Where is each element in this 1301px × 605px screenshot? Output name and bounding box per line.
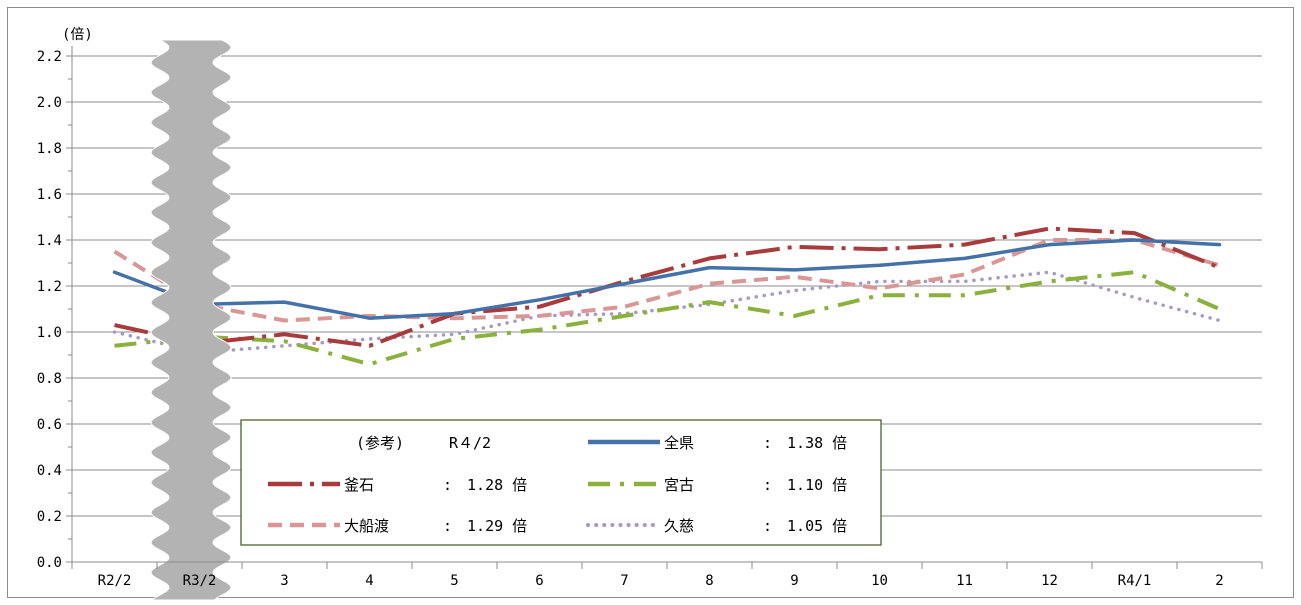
legend-period: R４/2 (449, 434, 491, 452)
x-tick-label: R4/1 (1118, 573, 1152, 589)
x-tick-label: 2 (1215, 573, 1223, 589)
x-tick-label: R2/2 (98, 573, 132, 589)
legend-value-miyako: : 1.10 倍 (763, 476, 847, 494)
series-line-4 (112, 270, 1222, 355)
series-lines (112, 226, 1222, 367)
y-tick-label: 1.2 (37, 279, 62, 295)
axis-break-band (150, 39, 232, 601)
y-tick-label: 0.0 (37, 555, 62, 571)
x-tick-label: 6 (535, 573, 543, 589)
y-tick-label: 1.0 (37, 325, 62, 341)
y-tick-label: 1.6 (37, 187, 62, 203)
x-tick-label: R3/2 (183, 573, 217, 589)
legend: (参考) R４/2 全県 : 1.38 倍 釜石 : 1.28 倍 宮古 : 1… (240, 419, 882, 546)
series-line-3 (114, 270, 1221, 367)
axis-break (150, 39, 232, 601)
legend-reference: (参考) (356, 434, 404, 452)
y-tick-label: 0.4 (37, 463, 62, 479)
x-tick-label: 9 (790, 573, 798, 589)
legend-label-ofunato: 大船渡 (344, 517, 389, 535)
legend-label-kamaishi: 釜石 (344, 476, 374, 494)
legend-value-kamaishi: : 1.28 倍 (443, 476, 527, 494)
y-tick-label: 0.2 (37, 509, 62, 525)
y-tick-label: 2.0 (37, 95, 62, 111)
series-line-1 (114, 226, 1221, 348)
x-tick-label: 4 (365, 573, 373, 589)
legend-box (240, 419, 882, 546)
x-tick-label: 11 (956, 573, 973, 589)
y-tick-label: 1.4 (37, 233, 62, 249)
legend-label-kuji: 久慈 (664, 517, 694, 535)
x-tick-label: 10 (871, 573, 888, 589)
y-unit-label: (倍) (62, 27, 93, 43)
y-tick-label: 0.6 (37, 417, 62, 433)
x-tick-label: 5 (450, 573, 458, 589)
y-tick-label: 1.8 (37, 141, 62, 157)
legend-label-zenken: 全県 (664, 434, 694, 452)
y-tick-label: 0.8 (37, 371, 62, 387)
x-tick-label: 3 (280, 573, 288, 589)
gridlines (72, 55, 1262, 517)
legend-value-kuji: : 1.05 倍 (763, 517, 847, 535)
y-tick-label: 2.2 (37, 49, 62, 65)
legend-value-zenken: : 1.38 倍 (763, 434, 847, 452)
legend-label-miyako: 宮古 (664, 476, 694, 494)
axes: 0.0 0.2 0.4 0.6 0.8 1.0 1.2 1.4 1.6 1.8 2.0 2.2 R2/2… (37, 46, 1263, 589)
chart-frame (7, 7, 1294, 598)
x-tick-label: 7 (620, 573, 628, 589)
x-tick-label: 8 (705, 573, 713, 589)
series-line-0 (112, 238, 1222, 320)
x-tick-label: 12 (1041, 573, 1058, 589)
legend-value-ofunato: : 1.29 倍 (443, 517, 527, 535)
